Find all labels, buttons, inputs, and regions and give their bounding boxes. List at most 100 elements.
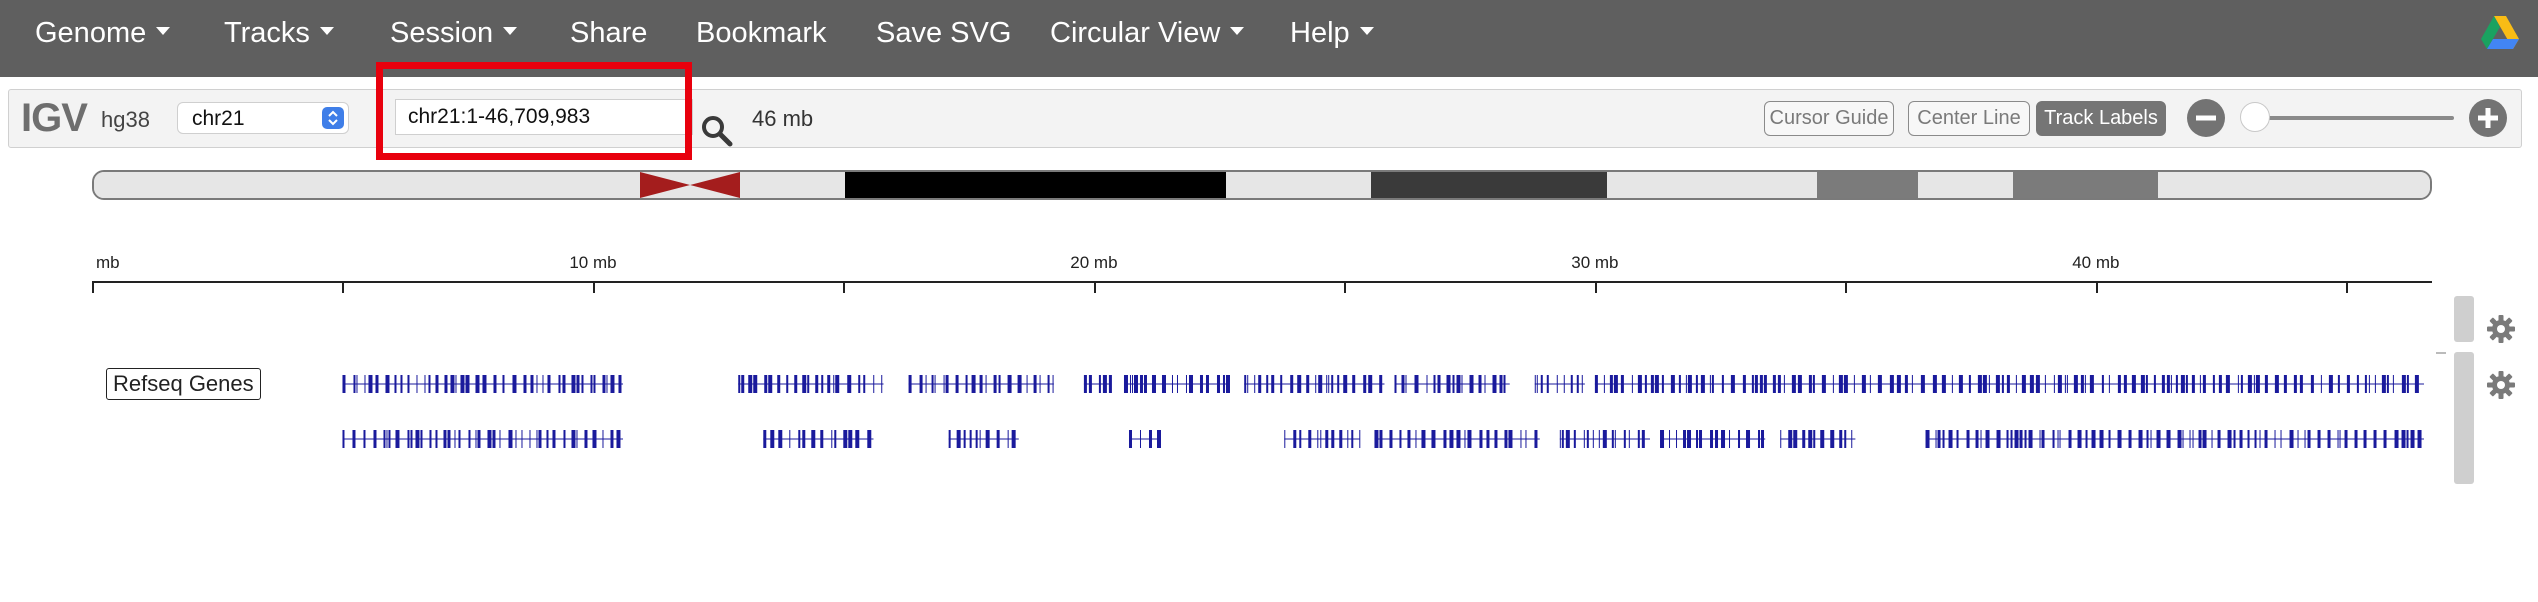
gene-exon (1176, 375, 1178, 393)
ideogram-band-gpos75 (1371, 172, 1607, 198)
gene-cluster[interactable] (1660, 430, 1766, 448)
gene-exon (1988, 375, 1990, 393)
gene-cluster[interactable] (1594, 375, 2424, 393)
nav-bookmark-button[interactable]: Bookmark (696, 0, 827, 66)
ideogram-band-gpos50 (1817, 172, 1918, 198)
gene-cluster[interactable] (1780, 430, 1856, 448)
gene-cluster[interactable] (1559, 430, 1650, 448)
gene-exon (1996, 430, 2001, 448)
gear-icon[interactable] (2486, 314, 2516, 344)
zoom-out-icon[interactable] (2186, 98, 2226, 138)
gene-exon (487, 430, 492, 448)
ruler-track-drag-handle[interactable] (2454, 296, 2474, 342)
chromosome-select[interactable]: chr21 (177, 102, 349, 134)
gene-cluster[interactable] (1284, 430, 1361, 448)
gene-exon (763, 430, 767, 448)
gene-exon (1479, 430, 1483, 448)
gene-exon (1563, 375, 1565, 393)
zoom-slider-track[interactable] (2248, 116, 2454, 120)
gene-exon (2240, 375, 2243, 393)
nav-session-label: Session (390, 17, 494, 49)
gene-cluster[interactable] (908, 375, 1054, 393)
gene-cluster[interactable] (1244, 375, 1385, 393)
track-labels-button[interactable]: Track Labels (2036, 101, 2166, 136)
gene-exon (1761, 430, 1765, 448)
nav-save-svg-button[interactable]: Save SVG (876, 0, 1011, 66)
nav-session-menu[interactable]: Session (390, 0, 518, 66)
gene-exon (1443, 430, 1447, 448)
center-line-button[interactable]: Center Line (1908, 101, 2030, 136)
gene-exon (1352, 375, 1356, 393)
gene-exon (1808, 430, 1813, 448)
gene-exon (1780, 430, 1782, 448)
gene-exon (1271, 375, 1275, 393)
refseq-gene-track[interactable] (0, 360, 2538, 460)
gene-exon (956, 430, 961, 448)
gene-exon (1047, 375, 1050, 393)
gene-exon (2217, 430, 2221, 448)
gene-exon (602, 375, 606, 393)
gene-exon (963, 430, 966, 448)
gene-cluster[interactable] (763, 430, 874, 448)
gene-exon (2337, 430, 2339, 448)
gene-exon (1583, 430, 1585, 448)
gene-exon (450, 375, 455, 393)
locus-search-input[interactable] (395, 99, 693, 135)
gene-cluster[interactable] (1925, 430, 2424, 448)
gene-exon (1709, 375, 1711, 393)
gene-exon (616, 430, 621, 448)
gene-exon (2211, 430, 2213, 448)
nav-circular-view-menu[interactable]: Circular View (1050, 0, 1245, 66)
gene-exon (738, 375, 741, 393)
gene-cluster[interactable] (1534, 375, 1585, 393)
gene-exon (407, 430, 410, 448)
gene-exon (394, 375, 397, 393)
chromosome-ideogram[interactable] (92, 170, 2432, 200)
gene-cluster[interactable] (1128, 430, 1161, 448)
gene-exon (581, 375, 584, 393)
gene-exon (475, 375, 480, 393)
gene-cluster[interactable] (1394, 375, 1510, 393)
gene-exon (802, 430, 806, 448)
gene-cluster[interactable] (738, 375, 884, 393)
nav-genome-menu[interactable]: Genome (35, 0, 171, 66)
gene-exon (1699, 430, 1703, 448)
gene-cluster[interactable] (1374, 430, 1540, 448)
nav-help-menu[interactable]: Help (1290, 0, 1374, 66)
gene-exon (2264, 375, 2268, 393)
gene-exon (475, 430, 477, 448)
gene-exon (1266, 375, 1269, 393)
gene-exon (1977, 375, 1982, 393)
gene-track-drag-handle[interactable] (2454, 352, 2474, 484)
gene-exon (2280, 430, 2282, 448)
gene-exon (508, 430, 513, 448)
zoom-slider-thumb[interactable] (2240, 102, 2270, 132)
gene-exon (363, 430, 366, 448)
zoom-in-icon[interactable] (2468, 98, 2508, 138)
gene-exon (1499, 375, 1503, 393)
gene-exon (2283, 375, 2287, 393)
gene-exon (1254, 375, 1256, 393)
gene-exon (2381, 375, 2386, 393)
gene-exon (1394, 375, 1397, 393)
cursor-guide-button[interactable]: Cursor Guide (1764, 101, 1894, 136)
gene-exon (1129, 375, 1131, 393)
gene-exon (753, 375, 758, 393)
gene-exon (2066, 375, 2068, 393)
gene-exon (2307, 430, 2311, 448)
gene-cluster[interactable] (342, 430, 624, 448)
nav-share-button[interactable]: Share (570, 0, 647, 66)
gene-cluster[interactable] (948, 430, 1019, 448)
gear-icon[interactable] (2486, 370, 2516, 400)
search-icon[interactable] (700, 114, 734, 148)
gene-cluster[interactable] (1123, 375, 1230, 393)
google-drive-icon[interactable] (2480, 14, 2520, 54)
gene-cluster[interactable] (1083, 375, 1112, 393)
gene-exon (1102, 375, 1107, 393)
nav-tracks-menu[interactable]: Tracks (224, 0, 334, 66)
gene-cluster[interactable] (342, 375, 624, 393)
gene-exon (593, 375, 596, 393)
gene-exon (2386, 375, 2389, 393)
gene-exon (1225, 375, 1230, 393)
genomic-ruler: mb 10 mb 20 mb 30 mb 40 mb (92, 250, 2432, 293)
